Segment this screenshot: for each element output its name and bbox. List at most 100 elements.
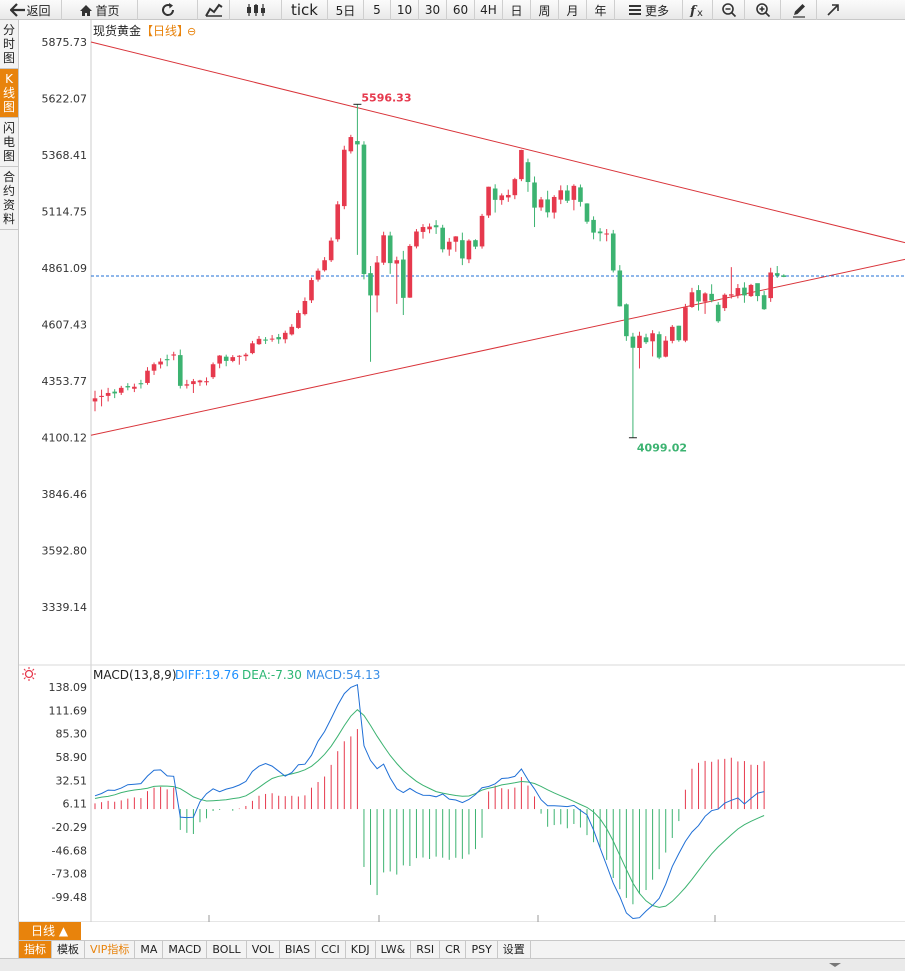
candle-body — [702, 293, 708, 302]
candle-body — [92, 398, 98, 402]
fullscreen-button[interactable] — [817, 0, 849, 20]
price-tick-label: 5114.75 — [42, 206, 88, 219]
macd-tick-label: 111.69 — [49, 704, 88, 717]
period-60min[interactable]: 60 — [447, 0, 475, 20]
indicator-tab-3[interactable]: MA — [135, 941, 164, 959]
indicator-tab-10[interactable]: LW& — [376, 941, 412, 959]
candle-body — [177, 355, 183, 386]
period-10min[interactable]: 10 — [391, 0, 419, 20]
macd-tick-label: 32.51 — [56, 774, 88, 787]
indicator-tab-0[interactable]: 指标 — [19, 941, 52, 959]
horizontal-scrollbar[interactable] — [0, 958, 905, 971]
indicator-tab-13[interactable]: PSY — [466, 941, 498, 959]
indicator-tab-12[interactable]: CR — [440, 941, 467, 959]
candle-body — [617, 270, 623, 307]
candle-body — [263, 339, 268, 341]
candle-body — [492, 188, 498, 200]
period-30min[interactable]: 30 — [419, 0, 447, 20]
candle-style-button[interactable] — [230, 0, 282, 20]
indicator-tab-6[interactable]: VOL — [247, 941, 280, 959]
period-day[interactable]: 日 — [503, 0, 531, 20]
candle-body — [748, 284, 754, 297]
period-4h[interactable]: 4H — [475, 0, 503, 20]
indicator-tab-14[interactable]: 设置 — [498, 941, 531, 959]
indicator-tab-9[interactable]: KDJ — [346, 941, 376, 959]
indicator-tab-5[interactable]: BOLL — [207, 941, 247, 959]
candle-body — [663, 340, 669, 357]
candle-body — [742, 287, 747, 296]
candle-body — [440, 227, 445, 250]
tab-flash[interactable]: 闪电图 — [0, 118, 18, 167]
indicator-tab-7[interactable]: BIAS — [280, 941, 317, 959]
candle-body — [525, 162, 531, 183]
tab-contract-info[interactable]: 合约资料 — [0, 167, 18, 230]
tick-button[interactable]: tick — [282, 0, 328, 20]
price-tick-label: 3592.80 — [42, 544, 88, 557]
instrument-name: 现货黄金 — [93, 23, 141, 38]
pencil-icon — [792, 4, 805, 18]
candle-body — [269, 338, 275, 340]
candle-body — [237, 355, 242, 357]
dea-line — [94, 709, 765, 908]
candle-body — [276, 337, 281, 340]
indicator-tab-1[interactable]: 模板 — [52, 941, 85, 959]
indicator-tab-8[interactable]: CCI — [316, 941, 346, 959]
draw-button[interactable] — [781, 0, 817, 20]
period-5min[interactable]: 5 — [364, 0, 391, 20]
indicator-tabs: 指标 模板 VIP指标 MA MACD BOLL VOL BIAS CCI KDJ LW& RSI CR… — [19, 940, 905, 959]
macd-tick-label: -20.29 — [52, 821, 87, 834]
indicator-tab-11[interactable]: RSI — [411, 941, 441, 959]
tab-kline[interactable]: K线图 — [0, 69, 18, 118]
period-week[interactable]: 周 — [531, 0, 559, 20]
period-year[interactable]: 年 — [587, 0, 615, 20]
candle-body — [604, 233, 609, 235]
mountain-chart-icon — [204, 3, 223, 17]
zoom-out-button[interactable] — [713, 0, 745, 20]
candle-body — [761, 295, 767, 310]
macd-settings-icon[interactable] — [22, 667, 36, 681]
candle-body — [118, 387, 124, 393]
candle-body — [624, 304, 629, 337]
expand-icon — [827, 4, 839, 16]
candle-body — [368, 273, 373, 296]
chart-area[interactable]: 现货黄金 【日线】 ⊖ 5875.73 5622.07 5368.41 5114.75… — [19, 20, 905, 922]
candle-body — [322, 260, 327, 271]
sidebar: 分时图 K线图 闪电图 合约资料 — [0, 20, 19, 960]
macd-tick-label: 58.90 — [56, 751, 88, 764]
macd-axis-ticks: 138.09 111.69 85.30 58.90 32.51 6.11 -20.29 -46… — [49, 681, 88, 904]
candle-body — [204, 381, 209, 383]
period-month[interactable]: 月 — [559, 0, 587, 20]
candle-body — [755, 283, 760, 297]
period-5day[interactable]: 5日 — [328, 0, 364, 20]
candle-body — [296, 313, 301, 328]
zoom-in-icon — [755, 3, 770, 18]
candle-body — [105, 392, 111, 396]
candle-body — [256, 338, 262, 345]
candle-body — [250, 343, 255, 354]
macd-title: MACD(13,8,9) — [93, 668, 177, 682]
candle-body — [466, 240, 472, 260]
candle-body — [538, 199, 544, 208]
period-selector[interactable]: 日线 ▲ — [19, 922, 81, 940]
refresh-button[interactable] — [138, 0, 198, 20]
more-button[interactable]: 更多 — [615, 0, 683, 20]
svg-text:x: x — [697, 8, 703, 17]
back-button[interactable]: 返回 — [0, 0, 62, 20]
home-button[interactable]: 首页 — [62, 0, 138, 20]
line-chart-button[interactable] — [198, 0, 230, 20]
candle-body — [125, 386, 131, 388]
candle-body — [355, 141, 360, 145]
indicator-tab-4[interactable]: MACD — [163, 941, 208, 959]
candle-body — [112, 391, 117, 394]
indicator-tab-2[interactable]: VIP指标 — [85, 941, 136, 959]
candle-body — [735, 288, 741, 296]
scrollbar-thumb[interactable] — [820, 962, 850, 968]
candle-body — [689, 292, 695, 308]
candle-body — [197, 380, 203, 383]
zoom-in-button[interactable] — [745, 0, 781, 20]
tab-time-share[interactable]: 分时图 — [0, 20, 18, 69]
collapse-icon[interactable]: ⊖ — [187, 25, 196, 38]
candle-body — [184, 384, 190, 386]
home-icon — [80, 4, 93, 16]
